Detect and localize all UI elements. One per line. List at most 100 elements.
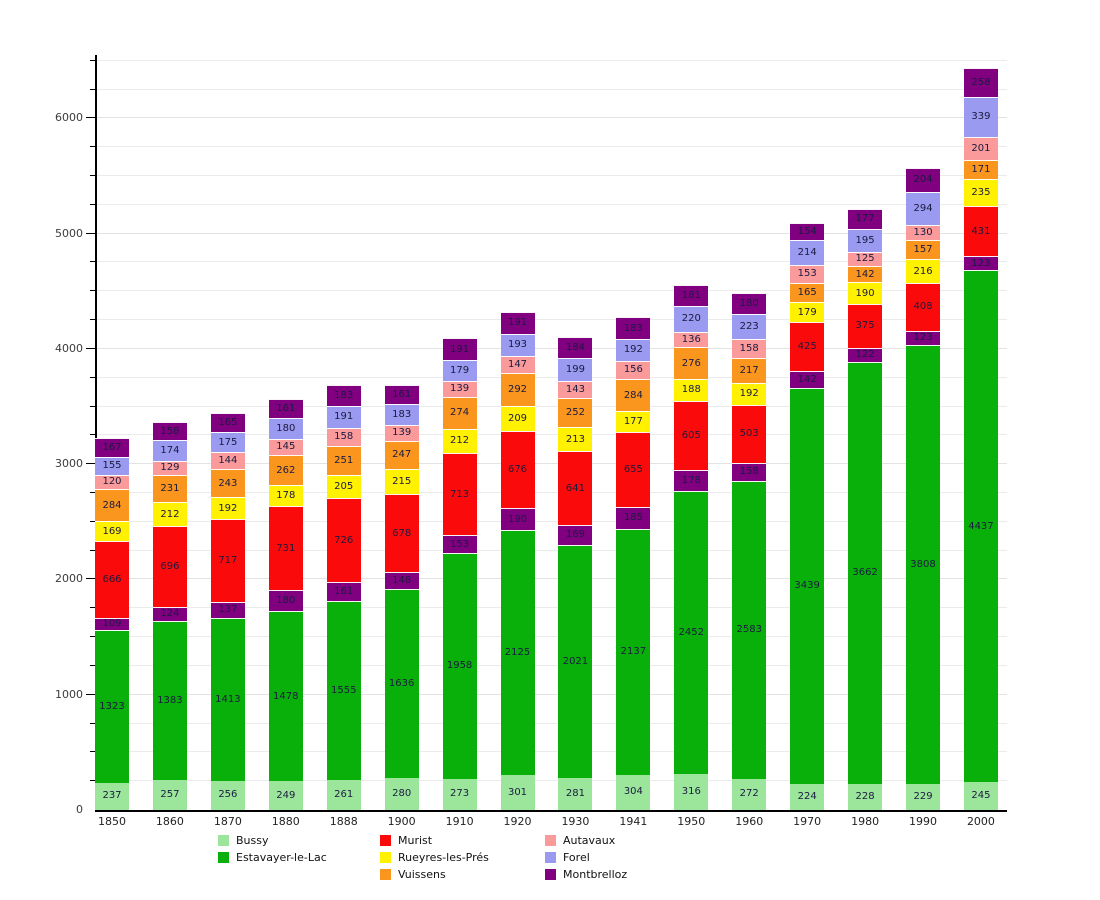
segment-value-label: 717 bbox=[218, 555, 238, 566]
x-axis-label-1910: 1910 bbox=[445, 815, 474, 828]
y-axis-label: 2000 bbox=[55, 572, 83, 586]
y-axis-tick bbox=[90, 203, 95, 205]
segment-value-label: 139 bbox=[450, 383, 470, 395]
segment-value-label: 158 bbox=[739, 466, 759, 478]
gridline bbox=[97, 203, 1007, 205]
x-axis-label-1980: 1980 bbox=[851, 815, 880, 828]
segment-1980-murist: 375 bbox=[848, 304, 883, 348]
segment-1888-estavayer-le-lac: 1555 bbox=[326, 600, 361, 780]
segment-1941-forel: 192 bbox=[616, 338, 651, 361]
segment-value-label: 169 bbox=[102, 525, 122, 537]
segment-value-label: 185 bbox=[623, 512, 643, 524]
segment-value-label: 4437 bbox=[968, 520, 994, 532]
segment-value-label: 281 bbox=[565, 787, 585, 799]
segment-value-label: 192 bbox=[623, 344, 643, 356]
segment-1920-unlabeled: 190 bbox=[500, 508, 535, 531]
segment-value-label: 153 bbox=[797, 268, 817, 280]
segment-1970-rueyres-les-prs: 179 bbox=[790, 301, 825, 323]
segment-value-label: 165 bbox=[797, 286, 817, 298]
segment-value-label: 676 bbox=[507, 464, 528, 476]
segment-value-label: 191 bbox=[334, 411, 354, 423]
segment-value-label: 158 bbox=[739, 342, 759, 354]
segment-1860-unlabeled: 124 bbox=[152, 606, 187, 621]
segment-value-label: 129 bbox=[160, 462, 180, 474]
gridline bbox=[97, 146, 1007, 148]
segment-value-label: 137 bbox=[218, 604, 238, 616]
y-axis-tick bbox=[90, 88, 95, 90]
segment-1930-forel: 199 bbox=[558, 358, 593, 382]
segment-value-label: 2137 bbox=[620, 646, 647, 658]
legend-label: Estavayer-le-Lac bbox=[236, 851, 327, 864]
y-axis-tick bbox=[90, 722, 95, 724]
segment-1960-vuissens: 217 bbox=[732, 357, 767, 383]
legend-swatch bbox=[380, 835, 391, 846]
segment-value-label: 375 bbox=[855, 320, 875, 332]
segment-1941-estavayer-le-lac: 2137 bbox=[616, 528, 651, 775]
legend-label: Murist bbox=[398, 834, 433, 847]
segment-1920-vuissens: 292 bbox=[500, 372, 535, 407]
segment-1950-autavaux: 136 bbox=[674, 331, 709, 348]
segment-value-label: 262 bbox=[276, 464, 296, 476]
segment-value-label: 178 bbox=[276, 490, 296, 502]
segment-value-label: 280 bbox=[392, 787, 412, 799]
segment-value-label: 294 bbox=[913, 203, 933, 215]
y-axis-tick bbox=[90, 636, 95, 638]
segment-value-label: 191 bbox=[450, 343, 470, 355]
segment-1900-murist: 678 bbox=[384, 493, 419, 573]
segment-1960-unlabeled: 158 bbox=[732, 462, 767, 481]
segment-value-label: 179 bbox=[450, 365, 470, 377]
segment-1990-estavayer-le-lac: 3808 bbox=[906, 344, 941, 784]
segment-value-label: 177 bbox=[855, 213, 875, 225]
segment-value-label: 316 bbox=[681, 785, 701, 797]
segment-value-label: 220 bbox=[681, 313, 701, 325]
segment-value-label: 205 bbox=[334, 481, 354, 493]
segment-1941-montbrelloz: 183 bbox=[616, 317, 651, 339]
segment-value-label: 245 bbox=[971, 789, 991, 801]
segment-1880-unlabeled: 180 bbox=[268, 590, 303, 611]
segment-value-label: 181 bbox=[681, 290, 701, 302]
segment-value-label: 204 bbox=[913, 174, 933, 186]
segment-1920-autavaux: 147 bbox=[500, 355, 535, 373]
legend-label: Forel bbox=[563, 851, 590, 864]
gridline bbox=[97, 780, 1007, 782]
segment-value-label: 261 bbox=[334, 788, 354, 800]
segment-value-label: 192 bbox=[739, 388, 759, 400]
segment-value-label: 171 bbox=[971, 164, 991, 176]
segment-value-label: 408 bbox=[913, 301, 933, 313]
x-axis-label-1960: 1960 bbox=[735, 815, 764, 828]
gridline bbox=[97, 664, 1007, 666]
segment-1980-vuissens: 142 bbox=[848, 266, 883, 283]
y-axis-tick bbox=[90, 492, 95, 494]
segment-1950-forel: 220 bbox=[674, 306, 709, 332]
segment-value-label: 224 bbox=[797, 791, 817, 803]
legend-label: Rueyres-les-Prés bbox=[398, 851, 489, 864]
segment-1910-estavayer-le-lac: 1958 bbox=[442, 552, 477, 779]
segment-1900-estavayer-le-lac: 1636 bbox=[384, 589, 419, 778]
y-axis-label: 3000 bbox=[55, 457, 83, 471]
segment-value-label: 1323 bbox=[99, 700, 125, 712]
segment-value-label: 272 bbox=[739, 788, 759, 800]
segment-1920-montbrelloz: 191 bbox=[500, 311, 535, 334]
segment-value-label: 214 bbox=[797, 247, 817, 259]
segment-1888-bussy: 261 bbox=[326, 779, 361, 810]
segment-value-label: 252 bbox=[565, 406, 585, 418]
segment-1870-bussy: 256 bbox=[210, 780, 245, 810]
segment-1990-rueyres-les-prs: 216 bbox=[906, 258, 941, 284]
segment-1910-rueyres-les-prs: 212 bbox=[442, 428, 477, 454]
segment-1960-forel: 223 bbox=[732, 313, 767, 340]
segment-value-label: 243 bbox=[218, 477, 238, 489]
segment-value-label: 284 bbox=[623, 389, 643, 401]
segment-1860-autavaux: 129 bbox=[152, 460, 187, 476]
segment-1910-bussy: 273 bbox=[442, 778, 477, 810]
segment-1860-estavayer-le-lac: 1383 bbox=[152, 620, 187, 781]
segment-value-label: 212 bbox=[450, 435, 470, 447]
legend-swatch bbox=[545, 852, 556, 863]
segment-value-label: 216 bbox=[913, 265, 933, 277]
segment-value-label: 339 bbox=[971, 111, 991, 123]
x-axis-label-2000: 2000 bbox=[966, 815, 995, 828]
segment-1880-autavaux: 145 bbox=[268, 438, 303, 456]
segment-value-label: 228 bbox=[855, 790, 875, 802]
segment-1950-bussy: 316 bbox=[674, 773, 709, 810]
segment-1888-vuissens: 251 bbox=[326, 445, 361, 475]
segment-value-label: 125 bbox=[855, 253, 875, 265]
